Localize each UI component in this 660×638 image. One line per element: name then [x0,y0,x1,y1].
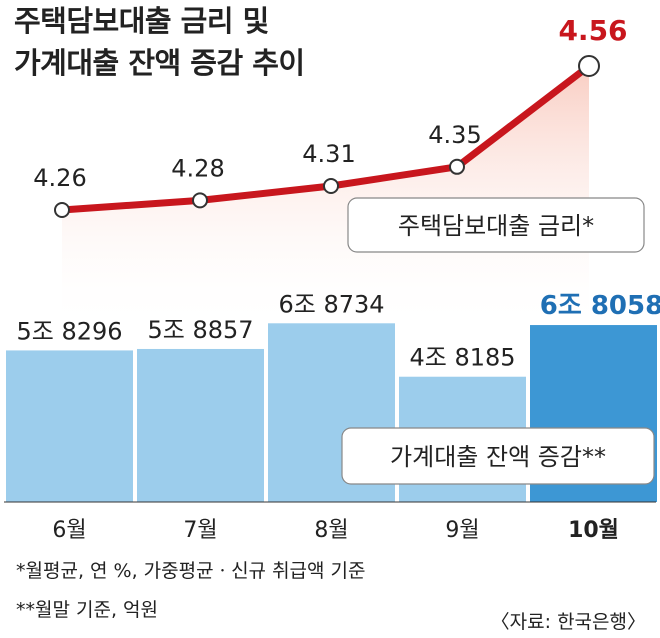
rate-point-3 [323,178,339,194]
x-tick-label: 7월 [183,518,217,543]
legend-box-rate [347,197,645,253]
bar-value-label: 6조 8734 [278,290,384,318]
rate-point-2 [192,192,208,209]
footnote-rate: *월평균, 연 %, 가중평균ㆍ신규 취급액 기준 [16,560,366,582]
title-line-2: 가계대출 잔액 증감 추이 [14,46,305,80]
bar-value-label: 5조 8296 [16,317,122,345]
title-line-1: 주택담보대출 금리 및 [14,4,269,38]
rate-point-4 [449,158,465,175]
legend-label-balance: 가계대출 잔액 증감** [390,443,606,471]
footnote-balance: **월말 기준, 억원 [16,599,158,621]
rate-value-label: 4.28 [171,154,224,182]
rate-area [62,66,589,330]
rate-value-label: 4.35 [428,121,481,149]
legend-box-balance [341,427,655,485]
bar-value-label: 6조 8058 [540,291,660,321]
chart-title: 주택담보대출 금리 및 가계대출 잔액 증감 추이 [14,0,305,84]
bar-1 [6,350,133,502]
bar-2 [137,348,264,502]
rate-value-label: 4.26 [33,164,86,192]
bar-value-label: 4조 8185 [409,344,515,372]
bar-value-label: 5조 8857 [147,316,253,344]
x-tick-label: 6월 [52,518,86,543]
x-tick-label: 8월 [314,518,348,543]
source-label: 〈자료: 한국은행〉 [490,611,646,633]
rate-point-5 [578,55,600,77]
rate-point-1 [54,202,70,218]
x-tick-label: 10월 [568,518,619,543]
rate-value-label: 4.31 [302,140,355,168]
x-tick-label: 9월 [445,518,479,543]
rate-value-label: 4.56 [558,14,627,47]
legend-label-rate: 주택담보대출 금리* [398,212,594,240]
